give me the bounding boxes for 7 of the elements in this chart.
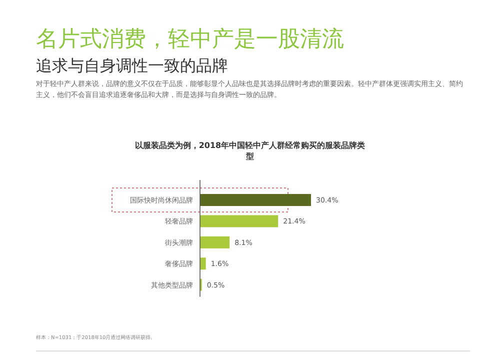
bar [200, 236, 230, 248]
bar [200, 194, 311, 206]
bar [200, 215, 278, 228]
chart-title: 以服装品类为例，2018年中国轻中产人群经常购买的服装品牌类型 [134, 141, 366, 161]
text: 追求与自身调性一致的品牌 [36, 56, 228, 77]
bar [200, 258, 206, 270]
text: 名片式消费，轻中产是一股清流 [36, 26, 344, 54]
